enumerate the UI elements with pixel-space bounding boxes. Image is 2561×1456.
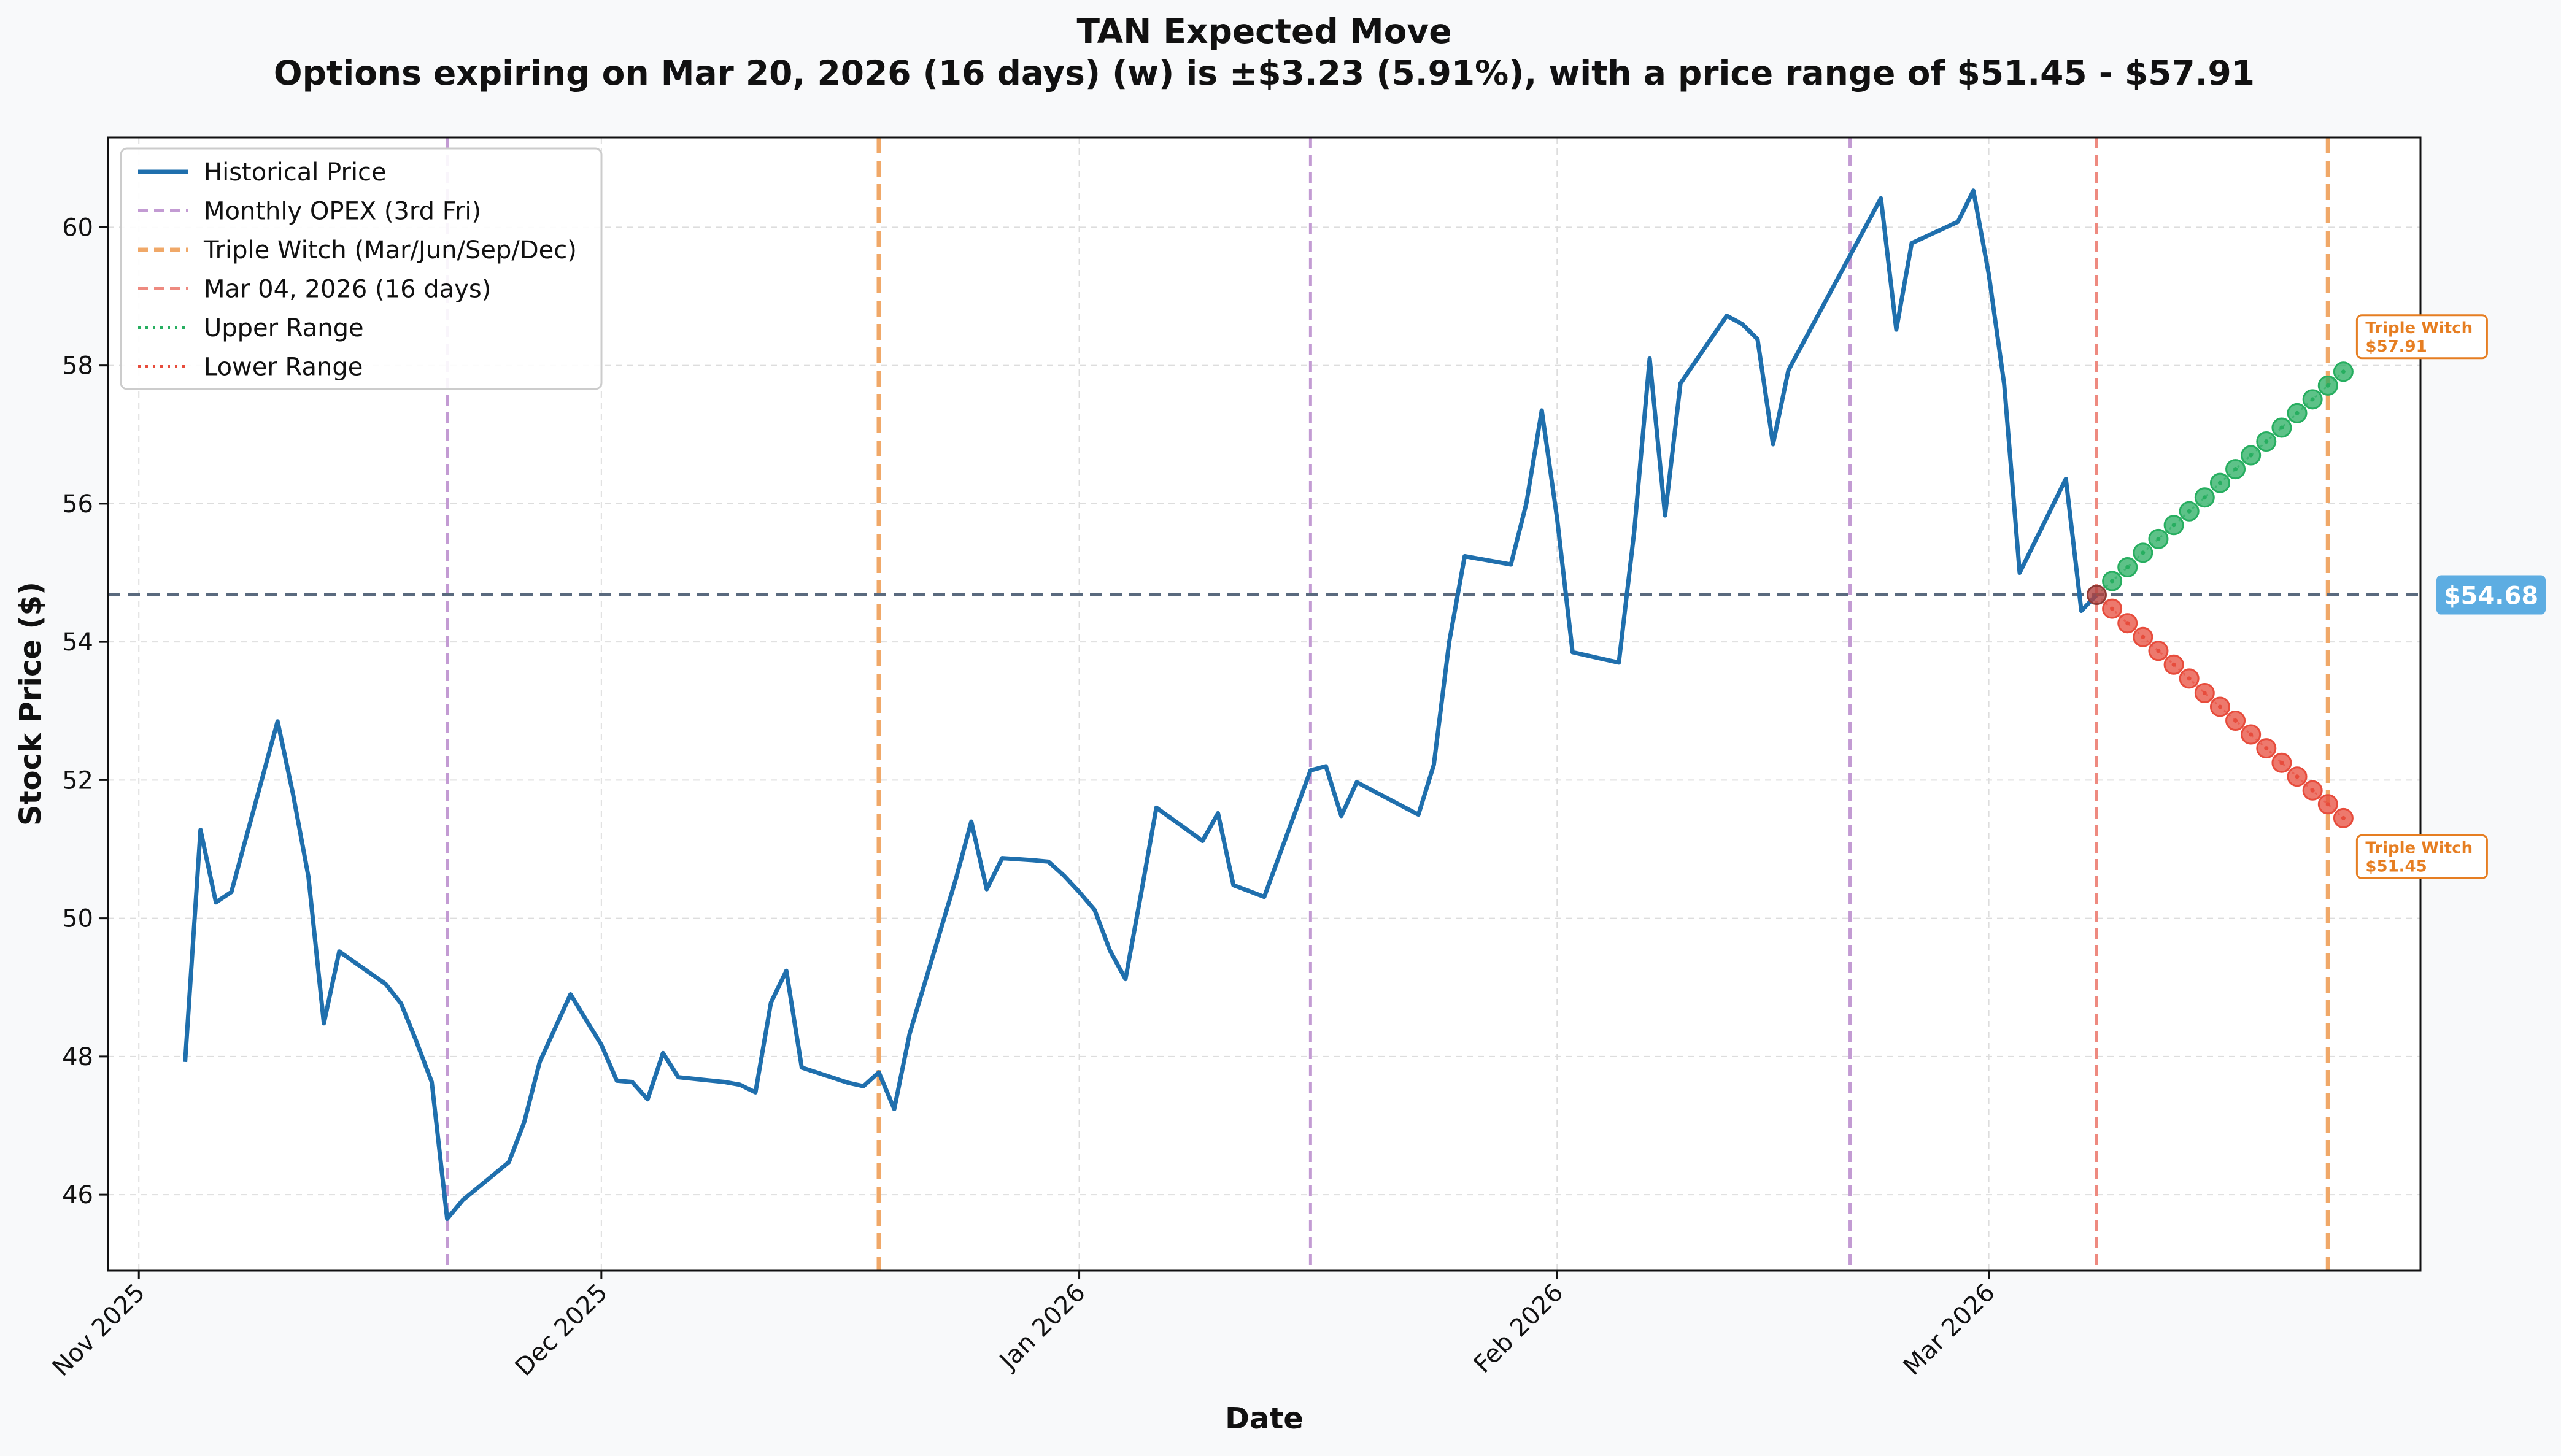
y-tick-label: 46	[62, 1181, 93, 1209]
lower-range-point-dot	[2264, 746, 2269, 751]
chart-subtitle: Options expiring on Mar 20, 2026 (16 day…	[274, 53, 2255, 93]
lower-range-point-dot	[2310, 788, 2315, 793]
upper-range-point-dot	[2310, 397, 2315, 402]
lower-range-point-dot	[2295, 774, 2300, 779]
y-tick-label: 56	[62, 490, 93, 518]
triple-witch-annotation-value: $51.45	[2365, 857, 2427, 876]
upper-range-point-dot	[2264, 439, 2269, 444]
y-tick-label: 48	[62, 1043, 93, 1071]
current-price-point	[2086, 585, 2107, 606]
upper-range-point-dot	[2110, 579, 2115, 584]
upper-range-point-dot	[2171, 523, 2176, 528]
y-tick-label: 52	[62, 766, 93, 795]
triple-witch-annotation-value: $57.91	[2365, 337, 2427, 356]
grid	[108, 137, 2420, 1271]
triple-witch-annotation-box	[2355, 834, 2488, 879]
upper-range-point-dot	[2295, 410, 2300, 415]
y-tick-label: 58	[62, 352, 93, 380]
y-tick-label: 60	[62, 214, 93, 242]
current-price-badge-label: $54.68	[2444, 582, 2538, 611]
upper-range-point-dot	[2156, 536, 2161, 541]
lower-range-point-dot	[2249, 732, 2254, 737]
lower-range-point-dot	[2187, 676, 2192, 681]
lower-range-point-dot	[2202, 690, 2207, 695]
current-price-badge: $54.68	[2436, 575, 2546, 615]
upper-range-point-dot	[2279, 425, 2284, 430]
chart-title: TAN Expected Move	[1076, 12, 1451, 51]
plot-frame	[107, 136, 2422, 1272]
upper-range-point-dot	[2233, 467, 2238, 472]
event-lines	[446, 137, 2330, 1271]
upper-range-point-dot	[2202, 495, 2207, 500]
x-axis-label: Date	[1225, 1401, 1304, 1436]
legend-label: Historical Price	[204, 158, 387, 187]
y-tick-label: 54	[62, 628, 93, 657]
historical-price-line	[183, 188, 2099, 1221]
upper-range-point-dot	[2141, 550, 2146, 555]
lower-range-point-dot	[2125, 621, 2130, 626]
lower-range-point-dot	[2325, 802, 2330, 807]
y-tick-label: 50	[62, 905, 93, 933]
legend-label: Monthly OPEX (3rd Fri)	[204, 198, 481, 226]
triple-witch-annotation-title: Triple Witch	[2365, 319, 2473, 337]
upper-range-point-dot	[2341, 369, 2346, 374]
lower-range-point-dot	[2141, 634, 2146, 639]
upper-range-point-dot	[2217, 480, 2222, 485]
legend-label: Upper Range	[204, 314, 364, 342]
lower-range-point-dot	[2110, 606, 2115, 611]
triple-witch-annotation-title: Triple Witch	[2365, 839, 2473, 857]
legend: Historical Price Monthly OPEX (3rd Fri) Tr…	[120, 147, 603, 390]
triple-witch-annotation-box	[2355, 314, 2488, 360]
legend-label: Triple Witch (Mar/Jun/Sep/Dec)	[203, 236, 577, 264]
range-markers	[2086, 361, 2354, 828]
lower-range-point-dot	[2341, 815, 2346, 820]
legend-label: Lower Range	[204, 353, 363, 382]
legend-box	[120, 147, 603, 390]
lower-range-point-dot	[2171, 662, 2176, 667]
upper-range-point-dot	[2125, 565, 2130, 570]
y-axis-label: Stock Price ($)	[14, 582, 48, 826]
lower-range-point-dot	[2279, 760, 2284, 765]
lower-range-point-dot	[2156, 649, 2161, 653]
current-price-badge-box	[2436, 575, 2546, 615]
upper-range-point-dot	[2249, 453, 2254, 458]
upper-range-point-dot	[2325, 383, 2330, 388]
upper-range-point-dot	[2187, 509, 2192, 514]
lower-range-point-dot	[2233, 718, 2238, 723]
legend-label: Mar 04, 2026 (16 days)	[204, 275, 491, 304]
lower-range-point-dot	[2217, 704, 2222, 709]
